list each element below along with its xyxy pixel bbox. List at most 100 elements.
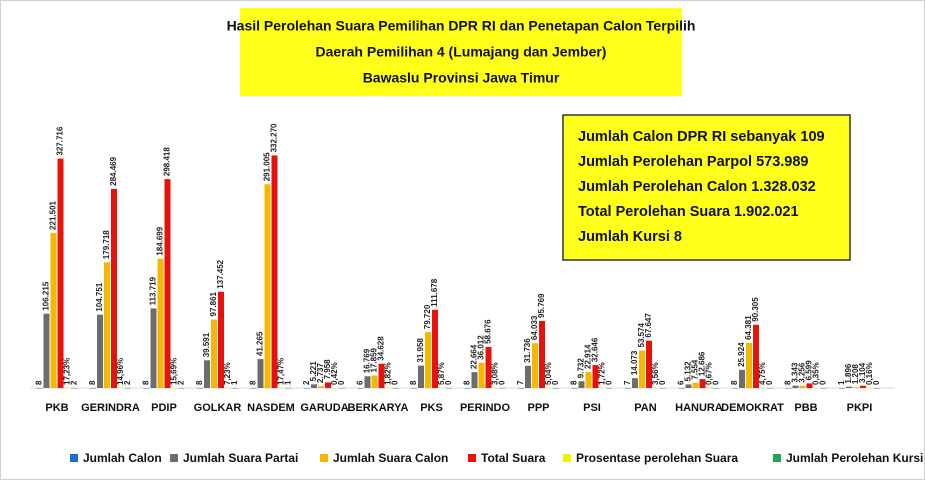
- value-label: 3,08%: [491, 362, 500, 385]
- value-label: 332.270: [270, 123, 279, 152]
- value-label: 0,42%: [330, 362, 339, 385]
- bar: [118, 387, 124, 389]
- value-label: 39.591: [202, 332, 211, 357]
- bar: [592, 365, 599, 388]
- value-label: 7,23%: [223, 362, 232, 385]
- bar: [385, 387, 392, 389]
- x-tick-label: PSI: [583, 402, 601, 414]
- bar: [411, 387, 417, 389]
- bar: [197, 387, 203, 389]
- bar: [471, 372, 478, 388]
- bar: [150, 308, 157, 388]
- value-label: 2: [302, 380, 311, 385]
- x-tick-label: PERINDO: [460, 402, 511, 414]
- bar: [625, 387, 631, 389]
- bar: [464, 387, 471, 389]
- legend-label: Jumlah Suara Calon: [333, 451, 448, 465]
- bar: [204, 360, 210, 388]
- x-tick-label: GOLKAR: [194, 402, 242, 414]
- bar: [485, 346, 492, 388]
- value-label: 3,56%: [651, 362, 660, 385]
- bar: [304, 387, 310, 389]
- bar: [271, 155, 278, 388]
- x-tick-label: PKB: [45, 402, 68, 414]
- value-label: 16.769: [363, 348, 372, 373]
- value-label: 58.676: [484, 319, 493, 344]
- value-label: 1,72%: [598, 362, 607, 385]
- x-tick-label: PPP: [527, 402, 549, 414]
- value-label: 291.005: [263, 152, 272, 181]
- value-label: 3.104: [858, 362, 867, 383]
- bar: [499, 388, 506, 389]
- legend-label: Jumlah Perolehan Kursi: [786, 451, 923, 465]
- bar: [392, 388, 399, 389]
- bar: [525, 365, 531, 388]
- value-label: 0: [765, 380, 774, 385]
- value-label: 8: [730, 380, 739, 385]
- x-tick-label: BERKARYA: [348, 402, 409, 414]
- legend-swatch: [563, 454, 571, 462]
- bar: [599, 387, 606, 389]
- value-label: 2: [70, 380, 79, 385]
- bar: [706, 387, 713, 389]
- bar: [364, 376, 371, 388]
- value-label: 327.716: [56, 126, 65, 155]
- value-label: 8: [409, 380, 418, 385]
- annotation: Total Perolehan Suara 1.902.021: [578, 204, 799, 220]
- bar: [171, 387, 178, 389]
- bar: [639, 350, 645, 388]
- bar: [325, 382, 331, 388]
- bar: [753, 324, 759, 388]
- value-label: 8: [249, 380, 258, 385]
- bar: [806, 383, 813, 388]
- value-label: 14.073: [630, 350, 639, 375]
- annotation: Jumlah Perolehan Calon 1.328.032: [578, 179, 816, 195]
- bar: [264, 184, 271, 388]
- bar: [36, 387, 43, 389]
- bar: [820, 388, 827, 389]
- value-label: 4,75%: [758, 362, 767, 385]
- value-label: 3.343: [791, 362, 800, 383]
- bar: [285, 387, 292, 389]
- bar: [867, 387, 873, 389]
- bar: [425, 332, 431, 388]
- value-label: 1: [837, 380, 846, 385]
- bar: [585, 371, 592, 388]
- x-tick-label: PAN: [634, 402, 656, 414]
- bar: [746, 342, 752, 388]
- bar: [785, 387, 792, 389]
- value-label: 1.896: [844, 363, 853, 384]
- value-label: 8: [463, 380, 472, 385]
- value-label: 3.256: [798, 362, 807, 383]
- x-tick-label: PDIP: [151, 402, 177, 414]
- value-label: 31.958: [416, 338, 425, 363]
- bar: [760, 387, 766, 389]
- bar: [546, 387, 552, 389]
- bar: [250, 387, 257, 389]
- value-label: 17,47%: [277, 358, 286, 385]
- x-tick-label: GARUDA: [300, 402, 348, 414]
- bar: [178, 387, 185, 389]
- bar: [332, 387, 338, 389]
- x-tick-label: PBB: [794, 402, 817, 414]
- bar: [846, 386, 852, 388]
- value-label: 22.664: [470, 344, 479, 369]
- value-label: 6.599: [805, 360, 814, 381]
- bar: [492, 387, 499, 389]
- bar: [371, 375, 378, 388]
- bar: [646, 340, 652, 388]
- bar: [311, 384, 317, 388]
- bar: [532, 343, 538, 388]
- bar: [439, 387, 445, 389]
- bar: [578, 381, 585, 388]
- value-label: 0: [498, 380, 507, 385]
- value-label: 0: [337, 380, 346, 385]
- value-label: 2: [123, 380, 132, 385]
- bar: [799, 385, 806, 388]
- value-label: 0: [872, 380, 881, 385]
- x-tick-label: HANURA: [675, 402, 723, 414]
- bar: [685, 384, 692, 388]
- value-label: 1: [284, 380, 293, 385]
- bar: [257, 359, 264, 388]
